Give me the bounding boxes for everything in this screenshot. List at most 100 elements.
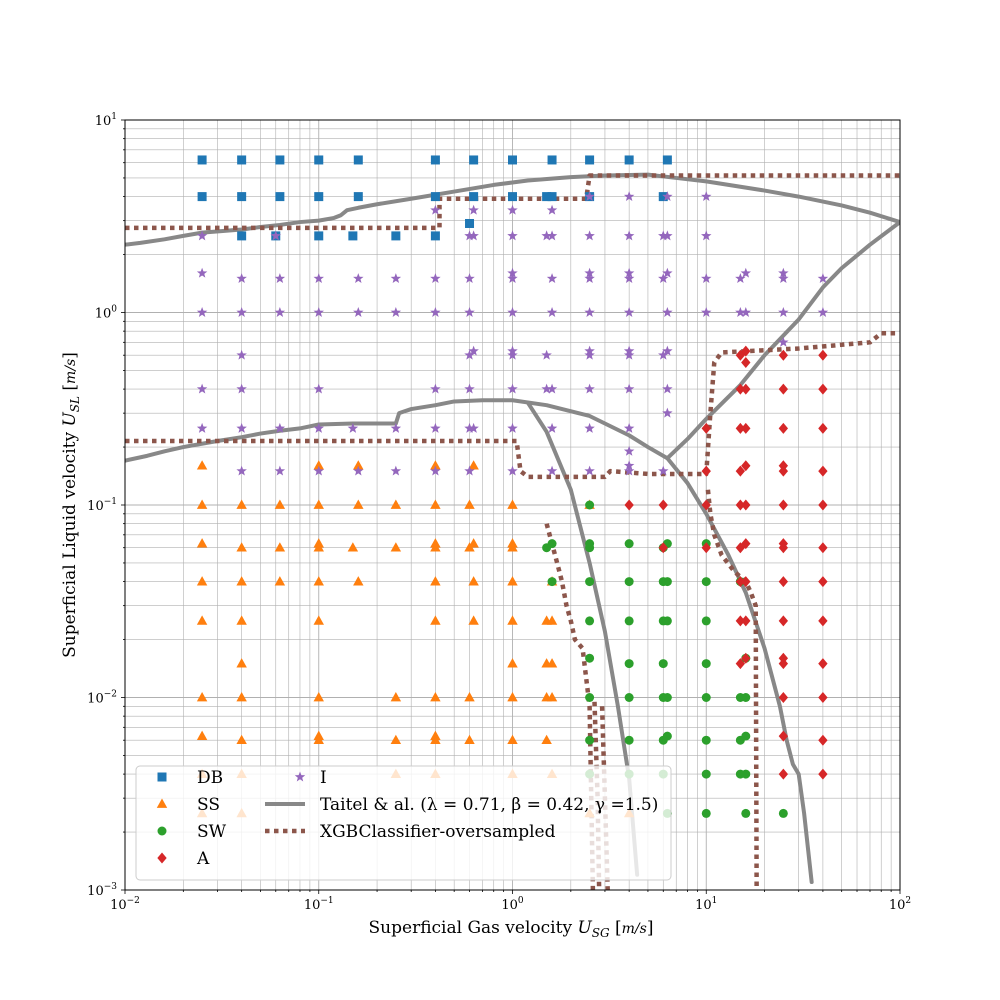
point-db [275,192,285,202]
y-tick-label: 10−1 [87,497,117,514]
point-i [623,349,635,360]
point-ss [196,576,208,586]
point-a [818,465,828,477]
point-db [237,231,247,241]
point-i [390,273,402,284]
point-a [735,465,746,477]
point-i [662,383,673,394]
point-sw [547,539,557,549]
legend-item: DB [157,768,223,788]
point-ss [236,499,247,509]
point-sw [624,539,634,549]
point-i [390,465,402,476]
point-i [430,204,441,215]
point-sw [585,577,595,587]
point-i [390,307,402,317]
point-i [662,407,673,418]
point-ss [430,576,441,586]
point-ss [236,692,247,702]
point-a [818,692,828,703]
point-ss [507,576,518,586]
point-i [274,273,286,284]
point-i [817,273,829,284]
point-i [464,230,475,241]
point-i [196,422,208,433]
point-i [623,383,635,394]
x-axis-label: Superficial Gas velocity USG [m/s] [369,918,654,940]
point-a [735,576,746,588]
point-a [658,499,668,511]
point-ss [236,658,247,668]
legend-item: I [294,768,327,788]
point-db [430,192,440,202]
point-a [741,652,751,664]
point-sw [662,731,672,741]
point-ss [236,542,247,552]
point-db [508,155,517,165]
point-db [391,231,401,241]
point-i [778,336,789,347]
point-i [584,273,595,284]
point-a [701,465,711,477]
point-i [701,191,712,202]
point-sw [701,659,711,669]
point-a [735,658,746,670]
point-i [546,204,558,215]
point-db [353,192,363,202]
point-db [662,155,672,165]
point-a [701,422,711,434]
point-i [778,267,789,278]
point-ss [464,734,475,745]
point-ss [507,734,518,745]
point-a [778,768,789,780]
point-i [464,349,475,360]
point-a [778,422,789,434]
legend-marker-a [157,852,167,864]
point-ss [313,499,324,509]
x-tick-label: 100 [501,896,524,913]
point-db [314,155,324,165]
point-i [313,465,324,476]
point-sw [585,616,595,626]
point-a [741,422,751,434]
point-ss [468,538,479,548]
point-i [270,230,281,241]
point-ss [546,615,558,625]
point-db [585,155,595,165]
point-ss [274,576,286,586]
point-i [623,465,635,476]
point-ss [430,460,441,470]
legend-label: A [196,849,210,869]
x-tick-label: 10−1 [304,896,334,913]
point-a [741,615,751,627]
point-a [658,542,668,554]
point-i [507,465,518,476]
point-i [274,465,286,476]
point-a [818,422,828,434]
point-i [430,422,441,433]
point-a [741,356,751,368]
data-points [196,155,829,818]
point-a [778,658,789,670]
point-ss [353,576,364,586]
point-sw [624,693,634,702]
point-ss [507,499,518,509]
point-a [778,542,789,554]
point-db [469,155,479,165]
legend-label: I [320,768,327,788]
point-i [196,307,208,317]
point-db [547,192,557,202]
point-ss [464,499,475,509]
point-ss [468,576,479,586]
point-a [818,349,828,361]
point-i [701,273,712,284]
point-i [430,465,441,476]
point-ss [313,460,324,470]
x-tick-label: 101 [695,896,717,913]
point-i [662,307,673,317]
point-i [584,383,595,394]
point-sw [662,577,672,587]
y-tick-label: 10−2 [87,690,117,707]
point-i [623,460,635,471]
